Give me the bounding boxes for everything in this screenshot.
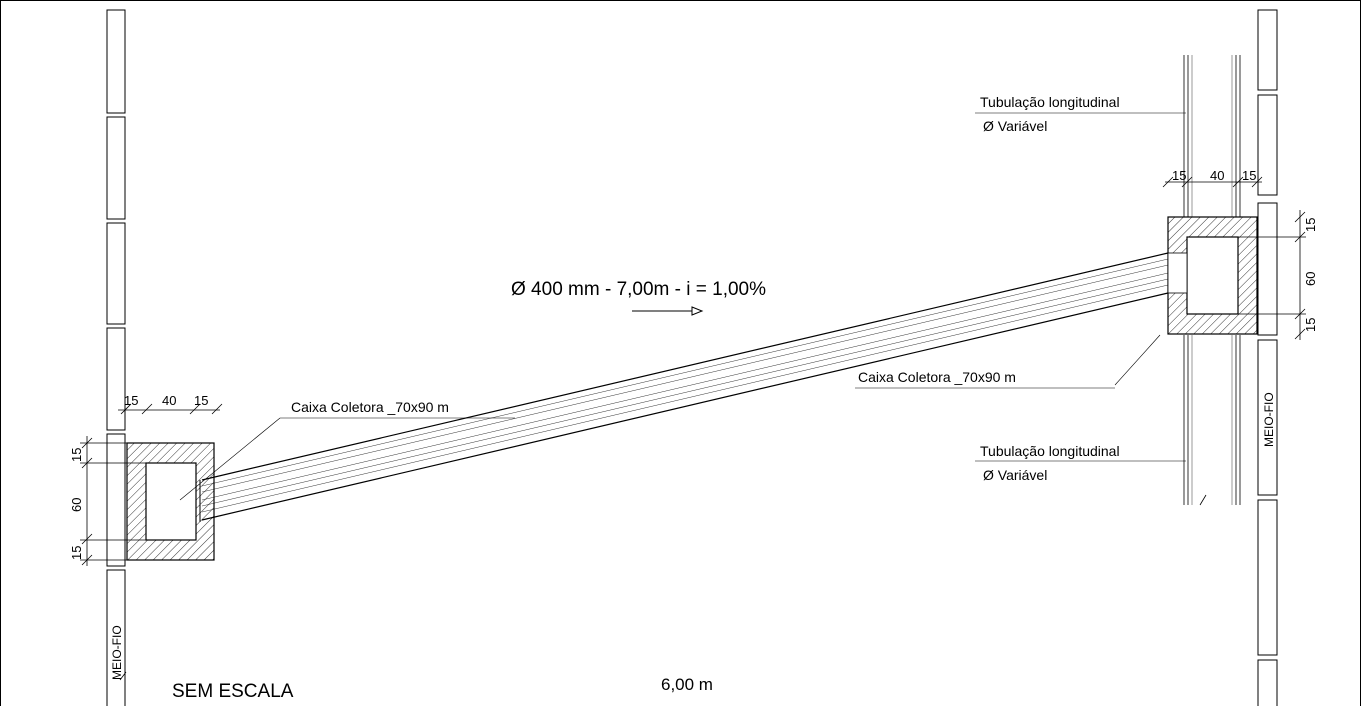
left-collector-box — [126, 417, 515, 561]
left-curb — [106, 9, 126, 706]
right-dim-horizontal — [1162, 176, 1263, 188]
right-dim-v1: 15 — [1303, 218, 1318, 232]
left-dim-h2: 40 — [162, 393, 176, 408]
left-dim-v3: 15 — [69, 546, 84, 560]
right-dim-h3: 15 — [1242, 168, 1256, 183]
flow-arrow — [632, 306, 704, 316]
width-dimension: 6,00 m — [661, 675, 713, 694]
right-dim-h2: 40 — [1210, 168, 1224, 183]
right-dim-vertical — [1238, 210, 1306, 340]
right-dim-v3: 15 — [1303, 318, 1318, 332]
pipe-top-line1: Tubulação longitudinal — [980, 94, 1120, 110]
section-tick-left — [119, 671, 127, 681]
pipe-bottom-line2: Ø Variável — [983, 467, 1047, 483]
curb-label-left: MEIO-FIO — [110, 625, 124, 680]
right-curb — [1257, 9, 1278, 706]
left-dim-v1: 15 — [69, 448, 84, 462]
right-dim-h1: 15 — [1172, 168, 1186, 183]
right-dim-v2: 60 — [1303, 272, 1318, 286]
section-tick — [1199, 494, 1207, 506]
longitudinal-pipe — [1183, 55, 1241, 505]
pipe-spec-label: Ø 400 mm - 7,00m - i = 1,00% — [511, 279, 766, 300]
right-box-label: Caixa Coletora _70x90 m — [858, 369, 1016, 385]
pipe-bottom-line1: Tubulação longitudinal — [980, 443, 1120, 459]
transversal-pipe — [201, 252, 1169, 521]
scale-note: SEM ESCALA — [172, 681, 294, 702]
left-dim-horizontal — [118, 403, 223, 415]
left-box-label: Caixa Coletora _70x90 m — [291, 399, 449, 415]
right-collector-box — [855, 216, 1258, 389]
left-dim-vertical — [80, 436, 146, 566]
left-dim-v2: 60 — [69, 498, 84, 512]
left-dim-h1: 15 — [124, 393, 138, 408]
curb-label-right: MEIO-FIO — [1262, 392, 1276, 447]
left-dim-h3: 15 — [194, 393, 208, 408]
pipe-top-line2: Ø Variável — [983, 118, 1047, 134]
